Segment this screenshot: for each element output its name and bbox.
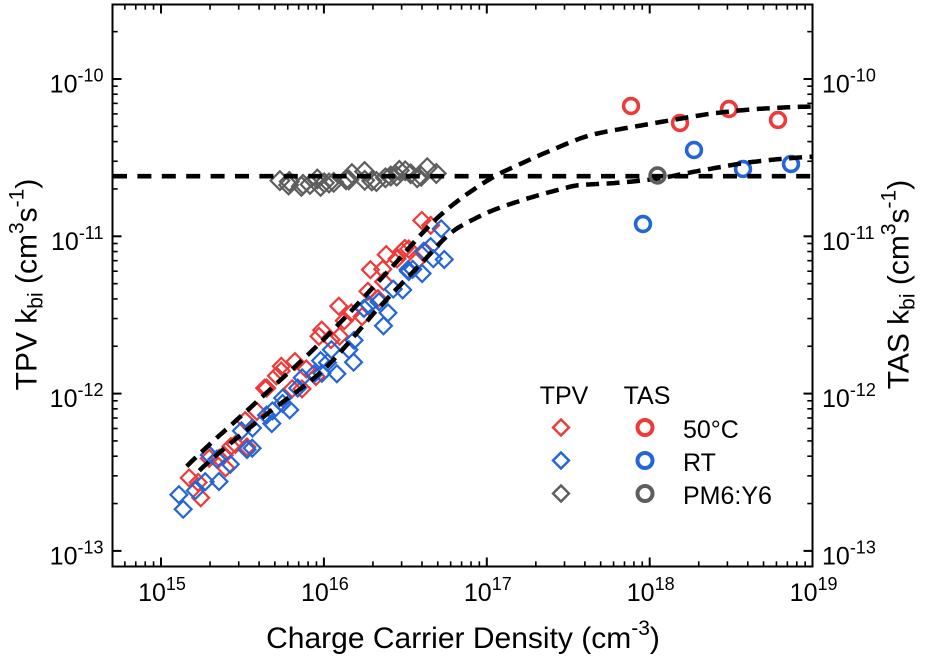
svg-text:PM6:Y6: PM6:Y6: [683, 482, 772, 510]
svg-text:TAS kbi (cm3s-1): TAS kbi (cm3s-1): [878, 180, 920, 390]
svg-text:50°C: 50°C: [683, 416, 739, 444]
svg-text:TAS: TAS: [624, 382, 671, 410]
svg-text:10-10: 10-10: [822, 66, 876, 99]
svg-text:Charge Carrier Density (cm-3): Charge Carrier Density (cm-3): [266, 617, 660, 655]
svg-text:1017: 1017: [464, 574, 512, 607]
svg-text:TPV kbi (cm3s-1): TPV kbi (cm3s-1): [6, 179, 48, 391]
svg-text:10-11: 10-11: [51, 223, 104, 256]
svg-text:10-12: 10-12: [822, 380, 876, 413]
svg-text:10-13: 10-13: [50, 537, 104, 570]
svg-text:TPV: TPV: [540, 382, 589, 410]
svg-text:RT: RT: [683, 449, 716, 477]
